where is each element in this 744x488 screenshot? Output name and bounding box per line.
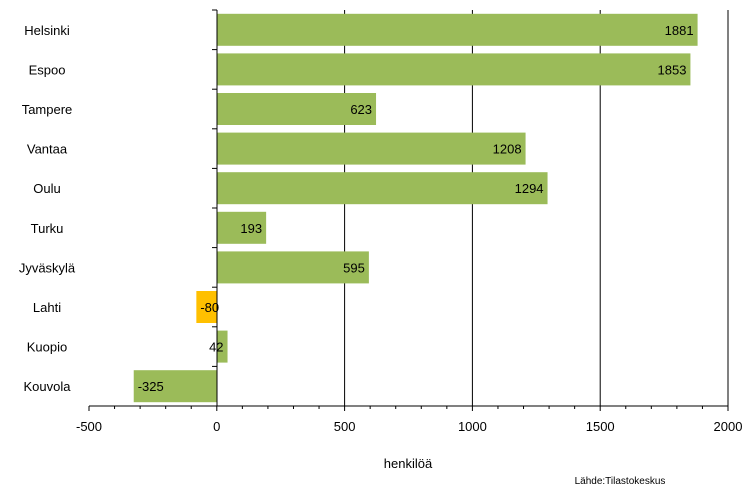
x-tick-label: 500 — [334, 419, 356, 434]
category-label: Oulu — [33, 181, 60, 196]
data-label: 1853 — [658, 62, 687, 77]
axes — [88, 9, 729, 411]
source-note: Lähde:Tilastokeskus — [575, 476, 666, 487]
bar-kuopio — [216, 330, 228, 363]
bar-turku — [216, 211, 267, 244]
bar-oulu — [216, 172, 548, 205]
bar-kouvola — [133, 370, 217, 403]
bar-helsinki — [216, 13, 698, 46]
labels: -500 0 500 1000 1500 2000 Helsinki Espoo Tampere… — [19, 23, 743, 434]
bar-vantaa — [216, 132, 526, 165]
data-label: 1208 — [493, 142, 522, 157]
x-axis-title: henkilöä — [384, 456, 433, 471]
bar-lahti — [196, 291, 217, 323]
x-tick-label: -500 — [76, 419, 102, 434]
bar-espoo — [216, 53, 691, 86]
x-tick-label: 0 — [213, 419, 220, 434]
x-tick-label: 2000 — [714, 419, 743, 434]
category-label: Kuopio — [27, 340, 67, 355]
data-label: 1294 — [515, 181, 544, 196]
bars — [133, 13, 698, 403]
category-label: Helsinki — [24, 23, 70, 38]
data-label: -325 — [138, 379, 164, 394]
category-label: Jyväskylä — [19, 260, 76, 275]
category-label: Vantaa — [27, 142, 68, 157]
data-label: 1881 — [665, 23, 694, 38]
x-tick-label: 1000 — [458, 419, 487, 434]
data-label: 193 — [240, 221, 262, 236]
bar-tampere — [216, 93, 377, 125]
data-label: -80 — [200, 300, 219, 315]
bar-jyväskylä — [216, 251, 369, 284]
category-label: Turku — [31, 221, 64, 236]
category-label: Kouvola — [24, 379, 72, 394]
category-label: Lahti — [33, 300, 61, 315]
data-label: 42 — [209, 340, 223, 355]
category-label: Espoo — [29, 62, 66, 77]
x-tick-label: 1500 — [586, 419, 615, 434]
category-label: Tampere — [22, 102, 73, 117]
data-label: 595 — [343, 260, 365, 275]
data-label: 623 — [350, 102, 372, 117]
